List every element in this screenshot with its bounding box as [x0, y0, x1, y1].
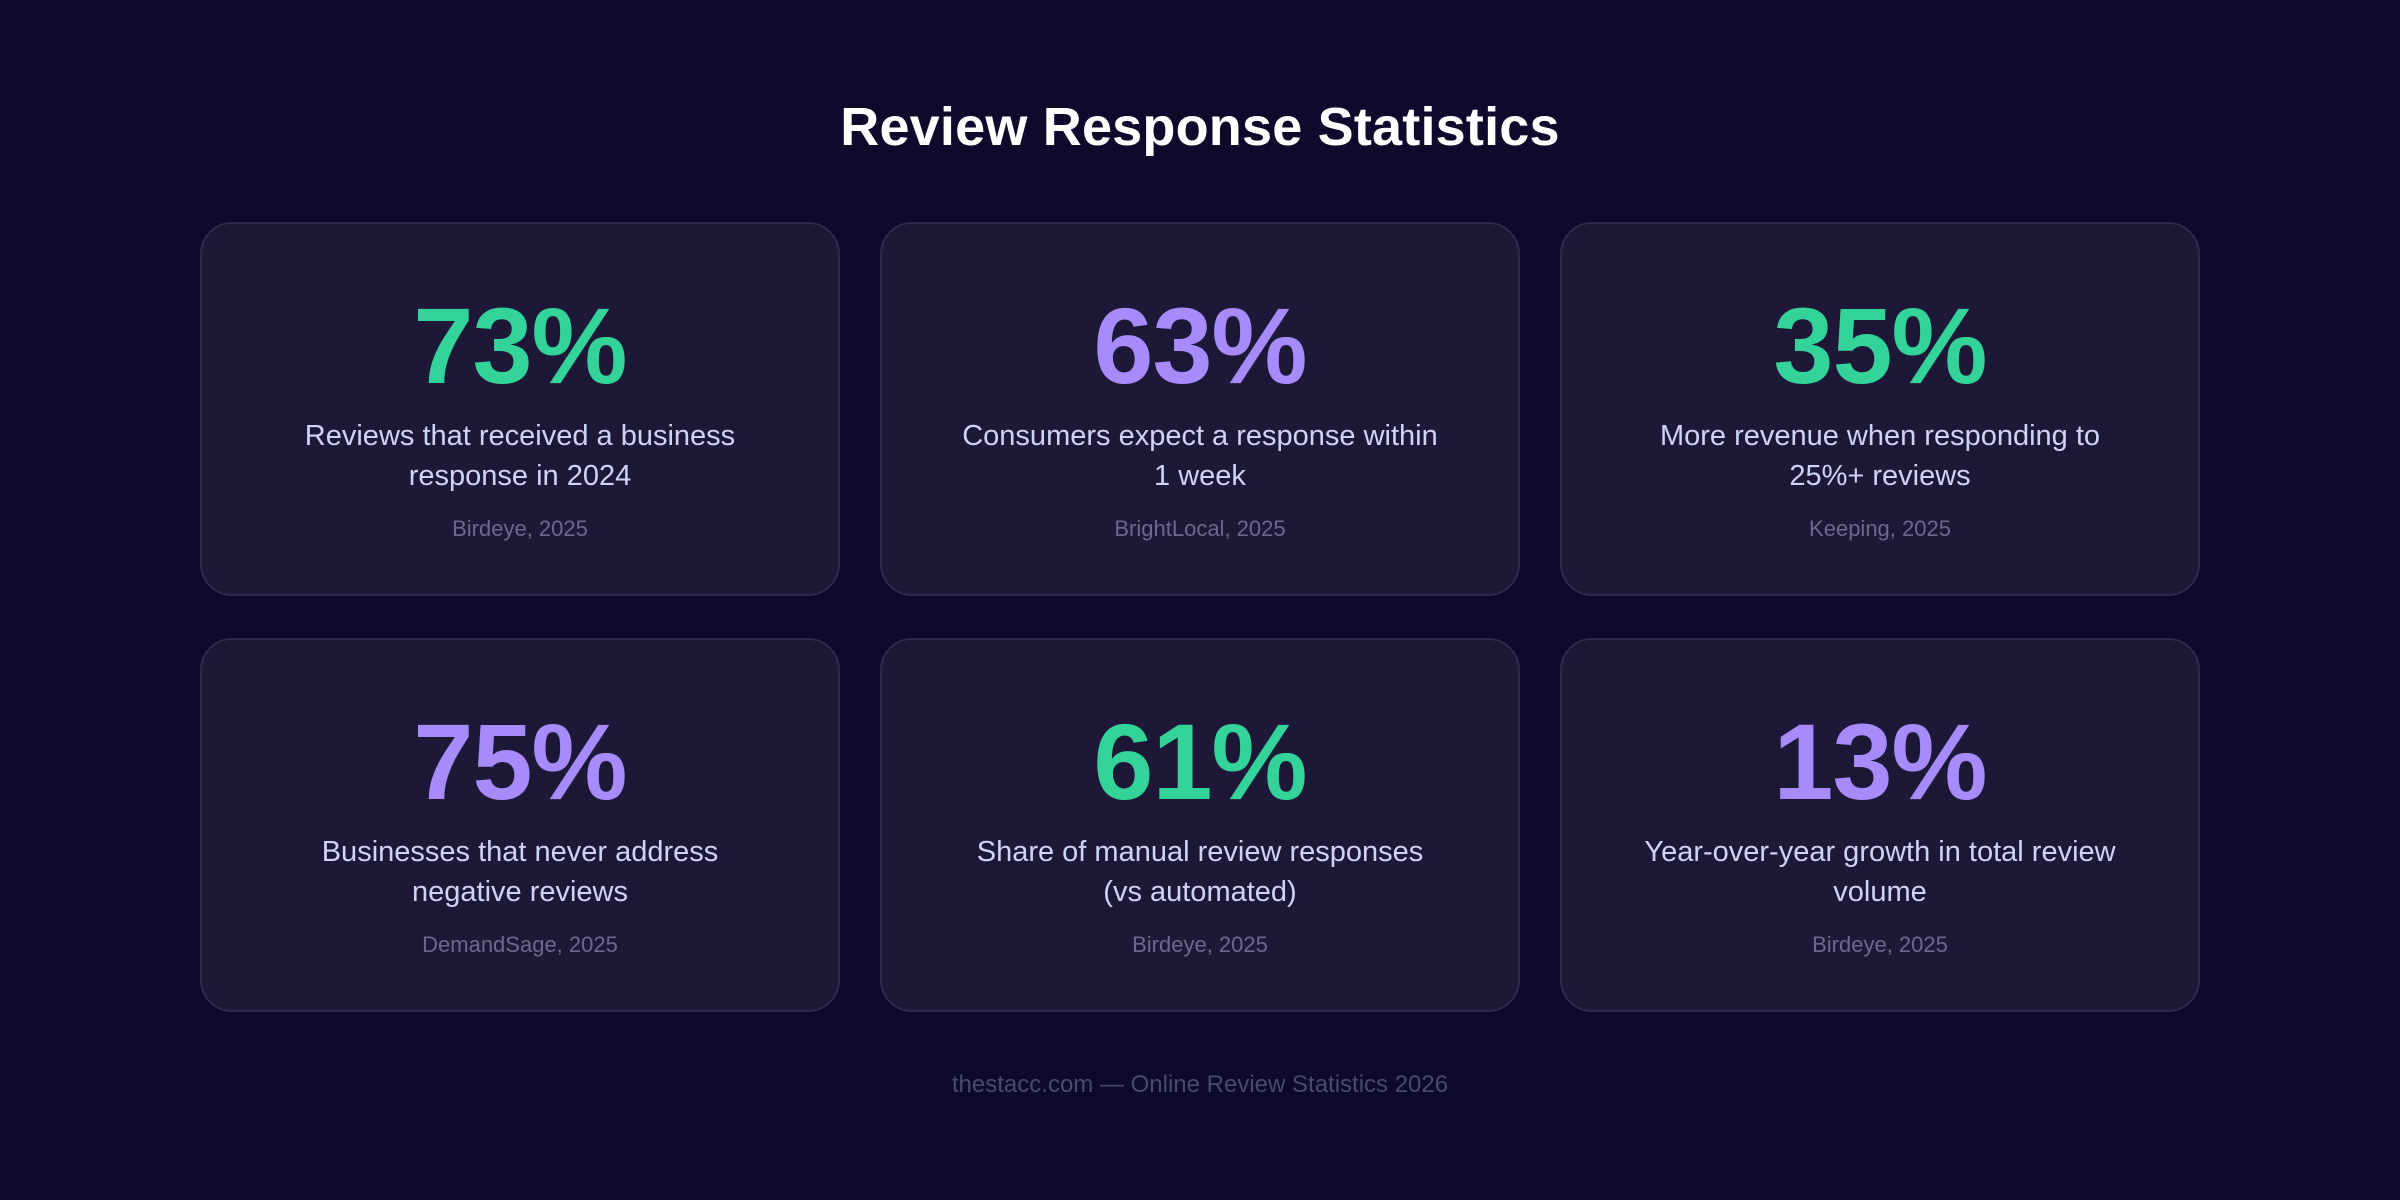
stat-source: Birdeye, 2025	[1132, 932, 1268, 957]
stat-source: Birdeye, 2025	[452, 516, 588, 541]
stat-value: 61%	[1093, 701, 1307, 822]
stat-value: 75%	[413, 701, 627, 822]
stat-card-review-volume-growth: 13% Year-over-year growth in total revie…	[1560, 638, 2200, 1012]
stat-description: Share of manual review responses (vs aut…	[976, 836, 1424, 908]
stat-source: Keeping, 2025	[1809, 516, 1951, 541]
stat-description: More revenue when responding to 25%+ rev…	[1659, 420, 2101, 492]
stat-value: 13%	[1773, 701, 1987, 822]
stat-card-response-expectation: 63% Consumers expect a response within 1…	[880, 222, 1520, 596]
stat-card-negative-reviews: 75% Businesses that never address negati…	[200, 638, 840, 1012]
stat-card-manual-responses: 61% Share of manual review responses (vs…	[880, 638, 1520, 1012]
stat-source: BrightLocal, 2025	[1114, 516, 1286, 541]
stats-grid: 73% Reviews that received a business res…	[200, 222, 2200, 1012]
stat-description: Reviews that received a business respons…	[304, 420, 736, 492]
stat-card-revenue-increase: 35% More revenue when responding to 25%+…	[1560, 222, 2200, 596]
stat-source: DemandSage, 2025	[422, 932, 618, 957]
stat-card-responded-reviews: 73% Reviews that received a business res…	[200, 222, 840, 596]
stat-description: Year-over-year growth in total review vo…	[1644, 836, 2116, 908]
stat-description: Businesses that never address negative r…	[321, 836, 719, 908]
stat-value: 35%	[1773, 285, 1987, 406]
page-title: Review Response Statistics	[840, 97, 1560, 157]
stat-value: 73%	[413, 285, 627, 406]
stat-description: Consumers expect a response within 1 wee…	[962, 420, 1438, 492]
stat-value: 63%	[1093, 285, 1307, 406]
stat-source: Birdeye, 2025	[1812, 932, 1948, 957]
footer-credit: thestacc.com — Online Review Statistics …	[951, 1071, 1449, 1098]
